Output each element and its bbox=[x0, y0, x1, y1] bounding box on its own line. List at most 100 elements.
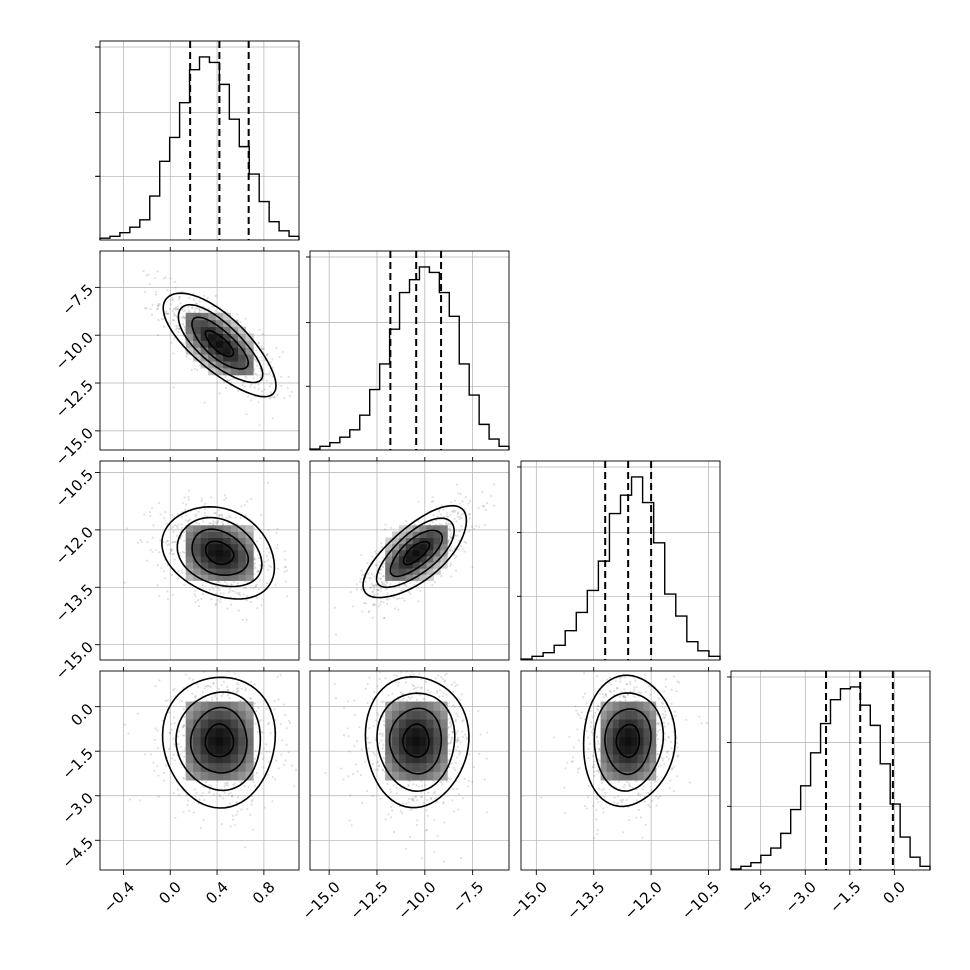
density-cell bbox=[185, 537, 194, 545]
sample-point bbox=[456, 736, 459, 740]
density-cell bbox=[606, 736, 614, 746]
sample-point bbox=[406, 699, 409, 702]
sample-point bbox=[445, 693, 448, 696]
sample-point bbox=[656, 712, 659, 716]
sample-point bbox=[182, 309, 185, 312]
sample-point bbox=[647, 803, 650, 806]
sample-point bbox=[156, 584, 159, 587]
sample-point bbox=[257, 387, 260, 390]
density-cell bbox=[193, 549, 202, 557]
sample-point bbox=[267, 481, 270, 484]
density-cell bbox=[433, 555, 441, 563]
density-panel-2-3 bbox=[520, 667, 721, 871]
density-cell bbox=[412, 753, 421, 764]
sample-point bbox=[155, 290, 158, 294]
density-cell bbox=[230, 719, 239, 729]
sample-point bbox=[366, 561, 369, 565]
density-cell bbox=[426, 562, 434, 569]
sample-point bbox=[462, 719, 465, 722]
sample-point bbox=[415, 823, 418, 827]
sample-point bbox=[447, 515, 450, 519]
sample-point bbox=[200, 794, 203, 797]
sample-point bbox=[216, 598, 219, 602]
density-cell bbox=[440, 701, 448, 711]
sample-point bbox=[244, 514, 247, 517]
sample-point bbox=[237, 683, 240, 686]
sample-point bbox=[598, 749, 601, 752]
density-cell bbox=[625, 753, 632, 764]
sample-point bbox=[665, 755, 668, 758]
sample-point bbox=[595, 736, 599, 739]
sample-point bbox=[227, 652, 229, 654]
sample-point bbox=[172, 386, 175, 389]
density-cell bbox=[612, 719, 620, 729]
density-cell bbox=[618, 701, 626, 711]
sample-point bbox=[184, 519, 187, 522]
density-cell bbox=[433, 701, 441, 711]
histogram-panel-0 bbox=[96, 40, 300, 241]
sample-point bbox=[657, 797, 660, 800]
sample-point bbox=[166, 598, 170, 601]
sample-point bbox=[458, 753, 461, 756]
density-cell bbox=[238, 537, 247, 545]
density-cell bbox=[223, 543, 232, 551]
density-cell bbox=[215, 333, 224, 341]
sample-point bbox=[178, 295, 181, 299]
sample-point bbox=[162, 277, 165, 280]
density-cell bbox=[649, 762, 657, 772]
sample-point bbox=[472, 765, 475, 769]
density-cell bbox=[223, 562, 232, 569]
sample-point bbox=[260, 345, 263, 348]
sample-point bbox=[348, 819, 351, 822]
sample-point bbox=[367, 747, 370, 750]
sample-point bbox=[171, 541, 174, 544]
sample-point bbox=[216, 580, 220, 583]
sample-point bbox=[667, 722, 670, 725]
sample-point bbox=[240, 687, 243, 690]
sample-point bbox=[177, 330, 180, 334]
sample-point bbox=[270, 382, 273, 385]
contour-line bbox=[161, 505, 276, 600]
sample-point bbox=[191, 692, 194, 696]
density-cell bbox=[392, 736, 400, 746]
sample-point bbox=[176, 788, 179, 791]
sample-point bbox=[188, 309, 191, 312]
sample-point bbox=[661, 702, 664, 705]
density-cell bbox=[230, 710, 239, 720]
sample-point bbox=[596, 801, 600, 804]
sample-point bbox=[392, 830, 396, 834]
density-cell bbox=[398, 568, 407, 575]
sample-point bbox=[451, 549, 454, 553]
contour-line bbox=[362, 504, 468, 599]
sample-point bbox=[371, 584, 375, 588]
sample-point bbox=[127, 732, 130, 735]
density-layer bbox=[100, 652, 299, 870]
density-cell bbox=[185, 762, 194, 772]
density-cell bbox=[238, 340, 247, 348]
sample-point bbox=[646, 667, 648, 669]
sample-point bbox=[589, 709, 592, 713]
sample-point bbox=[437, 509, 441, 513]
sample-point bbox=[211, 698, 214, 702]
sample-point bbox=[267, 529, 270, 532]
sample-point bbox=[157, 304, 160, 307]
sample-point bbox=[458, 548, 461, 551]
sample-point bbox=[453, 681, 456, 684]
sample-point bbox=[164, 311, 167, 314]
density-cell bbox=[193, 543, 202, 551]
density-cell bbox=[392, 701, 400, 711]
sample-point bbox=[433, 790, 436, 793]
sample-point bbox=[447, 655, 449, 657]
sample-point bbox=[371, 590, 374, 593]
density-cell bbox=[412, 549, 421, 557]
density-cell bbox=[230, 333, 239, 341]
sample-point bbox=[220, 684, 223, 687]
sample-point bbox=[168, 307, 171, 311]
density-cell bbox=[223, 555, 232, 563]
sample-point bbox=[409, 673, 412, 677]
density-cell bbox=[215, 525, 224, 532]
sample-point bbox=[659, 728, 662, 732]
sample-point bbox=[672, 789, 675, 793]
x-tick-label: −1.5 bbox=[826, 878, 864, 916]
histogram-frame bbox=[520, 460, 721, 661]
